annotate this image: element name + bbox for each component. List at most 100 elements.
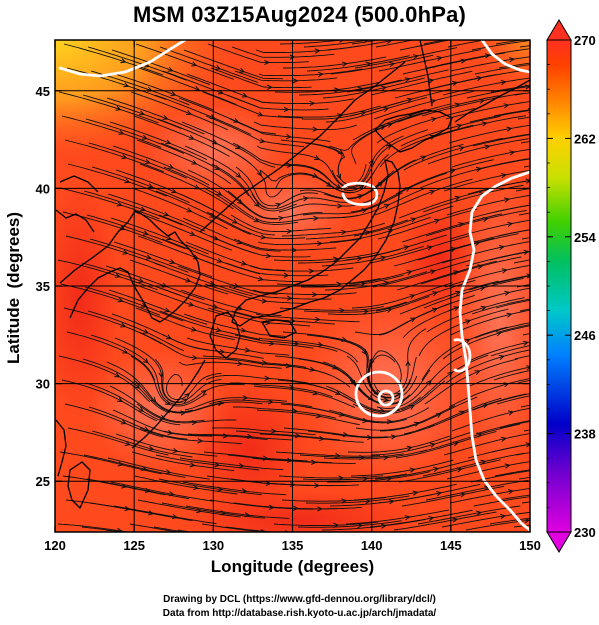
streamline-arrow [508, 410, 515, 416]
streamline [186, 337, 290, 356]
streamline-arrow [363, 308, 370, 315]
streamline [250, 361, 351, 388]
streamline [207, 43, 309, 64]
streamline-arrow [238, 462, 245, 469]
streamline-arrow [428, 515, 435, 522]
streamline [225, 526, 280, 532]
streamline [210, 331, 314, 349]
streamline [469, 109, 530, 123]
streamline-arrow [409, 467, 416, 473]
streamline-arrow [312, 390, 319, 396]
streamline-arrow [124, 440, 131, 446]
streamline [85, 118, 185, 154]
streamline-arrow [575, 445, 580, 449]
streamline-arrow [318, 435, 325, 442]
streamline-arrow [379, 407, 386, 414]
streamline [205, 374, 309, 384]
streamline [106, 361, 193, 413]
streamline-arrow [573, 252, 578, 256]
streamline-arrow [148, 445, 155, 451]
streamline-arrow [141, 134, 148, 140]
streamline [375, 279, 476, 312]
streamline [230, 214, 332, 233]
streamline-arrow [283, 106, 290, 113]
streamline-arrow [533, 418, 538, 422]
streamline-arrow [286, 228, 293, 235]
streamline-arrow [267, 399, 274, 405]
streamline [472, 393, 530, 411]
streamline-arrow [464, 338, 471, 344]
streamline [446, 461, 530, 480]
streamline [283, 56, 387, 69]
streamline [327, 40, 397, 51]
streamline-arrow [138, 110, 146, 116]
streamline-arrow [380, 255, 387, 261]
streamline [299, 453, 404, 458]
streamline-arrow [530, 38, 535, 42]
latitude-axis: 25 30 35 40 45 [36, 84, 530, 489]
x-axis-label: Longitude (degrees) [210, 557, 375, 576]
streamline-arrow [192, 484, 199, 491]
streamline [138, 67, 237, 105]
streamline-arrow [188, 134, 195, 140]
streamline [369, 509, 473, 528]
streamline-arrow [506, 126, 513, 132]
streamline [494, 469, 530, 477]
streamline-arrow [190, 326, 197, 332]
streamline [255, 313, 360, 323]
streamline [208, 139, 283, 198]
streamline [352, 380, 446, 415]
streamline-arrow [368, 159, 374, 166]
streamline [472, 134, 530, 147]
streamline-arrow [580, 397, 585, 401]
streamline-arrow [236, 199, 243, 205]
streamline [182, 481, 287, 496]
streamline [399, 280, 499, 315]
streamline-arrow [386, 122, 393, 128]
streamline-arrow [456, 123, 463, 129]
streamline [378, 294, 475, 336]
streamline-arrow [578, 471, 583, 475]
streamline [234, 70, 338, 82]
streamline [153, 526, 186, 532]
streamline-arrow [215, 64, 222, 70]
streamline-arrow [495, 331, 503, 337]
streamline [497, 494, 530, 501]
streamline [106, 97, 205, 135]
streamline [469, 366, 530, 387]
streamline-arrow [525, 365, 530, 371]
y-tick-label: 35 [36, 279, 50, 294]
streamline-arrow [482, 217, 489, 223]
streamline [159, 310, 261, 340]
streamline [369, 235, 471, 264]
streamline [446, 194, 530, 216]
streamline-arrow [410, 32, 415, 36]
streamline [496, 133, 530, 141]
streamline [425, 209, 527, 237]
streamline [129, 523, 180, 532]
streamline [401, 485, 505, 507]
colorbar: 270 262 254 246 238 230 [546, 19, 596, 553]
streamline-arrow [498, 354, 505, 360]
streamline [64, 403, 164, 438]
streamline [130, 91, 228, 131]
streamline-arrow [504, 290, 511, 296]
streamline-arrow [143, 358, 149, 364]
streamline [183, 49, 284, 80]
streamline-arrow [308, 268, 315, 274]
streamline [134, 211, 232, 251]
streamline [273, 521, 378, 526]
streamline-arrow [574, 86, 579, 90]
streamline [426, 297, 525, 333]
streamline [327, 471, 431, 483]
streamline-arrow [138, 406, 145, 412]
streamline [250, 97, 354, 105]
streamline-arrow [404, 77, 411, 83]
streamline [209, 235, 311, 258]
streamline-arrow [387, 228, 394, 234]
streamline-arrow [278, 215, 285, 221]
streamline [210, 67, 312, 89]
streamline [326, 187, 426, 219]
map-title: MSM 03Z15Aug2024 (500.0hPa) [132, 2, 467, 27]
streamline-arrow [465, 319, 472, 325]
